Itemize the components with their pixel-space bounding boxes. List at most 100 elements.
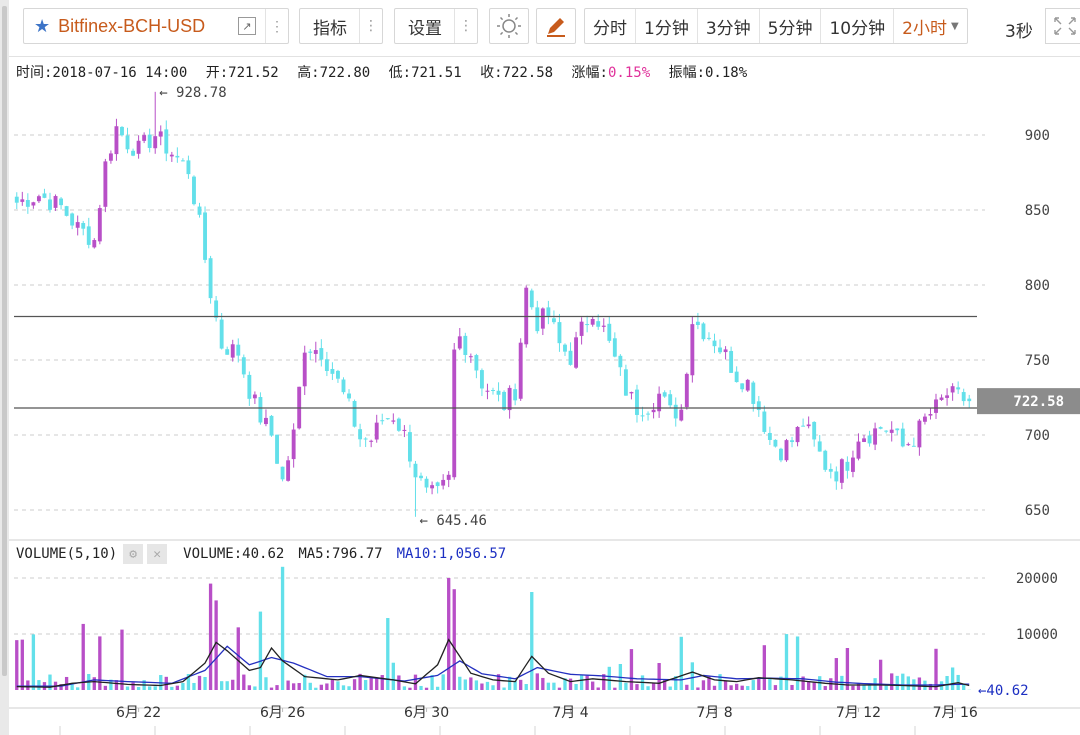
- scrollbar-thumb[interactable]: [2, 6, 7, 676]
- timeframe-fenshi[interactable]: 分时: [585, 9, 636, 43]
- candle-body: [845, 461, 850, 471]
- candle-body: [208, 258, 213, 299]
- candle-body: [164, 129, 169, 154]
- candle-body: [97, 208, 102, 242]
- x-date-label: 6月 26: [260, 705, 305, 721]
- candle-body: [540, 308, 545, 329]
- candle-body: [563, 344, 567, 352]
- volume-bar: [76, 687, 80, 690]
- volume-bar: [148, 686, 152, 690]
- candle-body: [668, 394, 673, 406]
- candle-body: [308, 351, 313, 353]
- left-scrollbar[interactable]: [0, 0, 9, 735]
- volume-bar: [795, 636, 800, 690]
- candle-body: [690, 324, 695, 376]
- volume-bar: [397, 675, 401, 690]
- volume-bar: [862, 684, 866, 690]
- candle-body: [574, 337, 579, 368]
- volume-bar: [834, 658, 838, 690]
- candle-body: [42, 193, 47, 198]
- volume-bar: [208, 583, 213, 690]
- candle-body: [147, 134, 152, 148]
- candle-body: [463, 335, 468, 355]
- price-tick-label: 750: [1025, 353, 1050, 369]
- candle-body: [712, 340, 717, 347]
- candle-body: [900, 428, 905, 447]
- more-icon[interactable]: ⋮: [265, 9, 288, 43]
- volume-bar: [15, 640, 19, 690]
- timeframe-group: 分时 1分钟 3分钟 5分钟 10分钟 2小时 ▼: [584, 8, 968, 44]
- volume-bar: [64, 676, 69, 690]
- volume-bar: [480, 683, 484, 690]
- candle-body: [81, 223, 86, 229]
- fullscreen-button[interactable]: [1045, 8, 1080, 44]
- volume-bar: [729, 685, 733, 690]
- draw-tool-button[interactable]: [536, 8, 576, 44]
- price-tick-label: 650: [1025, 503, 1050, 519]
- symbol-selector[interactable]: ★ Bitfinex-BCH-USD ↗ ⋮: [23, 8, 289, 44]
- volume-bar: [192, 682, 196, 690]
- candle-body: [889, 429, 894, 433]
- volume-bar: [269, 687, 274, 690]
- volume-bar: [441, 674, 445, 690]
- volume-bar: [519, 679, 523, 690]
- volume-bar: [906, 676, 910, 690]
- volume-settings-icon[interactable]: ⚙: [123, 544, 144, 564]
- candle-body: [125, 135, 130, 150]
- volume-bar: [557, 687, 562, 690]
- volume-bar: [491, 685, 495, 690]
- external-link-icon[interactable]: ↗: [238, 17, 256, 35]
- volume-close-icon[interactable]: ✕: [147, 544, 168, 564]
- candle-body: [679, 409, 684, 421]
- volume-bar: [884, 685, 888, 690]
- timeframe-5min[interactable]: 5分钟: [760, 9, 822, 43]
- volume-bar: [419, 685, 423, 690]
- candle-body: [773, 439, 778, 447]
- volume-bar: [48, 674, 52, 690]
- candle-body: [751, 382, 756, 404]
- timeframe-3min[interactable]: 3分钟: [698, 9, 760, 43]
- indicators-button[interactable]: 指标 ⋮: [299, 8, 383, 44]
- dropdown-arrow-icon: ▼: [950, 20, 959, 32]
- volume-bar: [70, 684, 74, 690]
- volume-bar: [530, 592, 534, 690]
- fullscreen-icon: [1054, 17, 1076, 35]
- candle-body: [790, 440, 794, 443]
- candle-body: [75, 222, 80, 228]
- timeframe-2h-dropdown[interactable]: 2小时 ▼: [894, 9, 967, 43]
- timeframe-1min[interactable]: 1分钟: [636, 9, 698, 43]
- candle-body: [319, 348, 324, 360]
- volume-bar: [458, 676, 462, 690]
- settings-button[interactable]: 设置 ⋮: [394, 8, 478, 44]
- timeframe-10min[interactable]: 10分钟: [821, 9, 895, 43]
- indicators-more-icon[interactable]: ⋮: [359, 9, 382, 43]
- volume-bar: [303, 674, 307, 690]
- volume-bar: [291, 683, 296, 690]
- candle-body: [14, 196, 19, 203]
- refresh-interval[interactable]: 3秒: [1005, 22, 1033, 42]
- candle-body: [740, 383, 745, 390]
- candle-body: [701, 323, 706, 340]
- volume-bar: [391, 662, 395, 690]
- candle-body: [557, 322, 562, 344]
- volume-bar: [352, 679, 357, 690]
- info-time: 时间:2018-07-16 14:00: [16, 65, 188, 81]
- volume-bar: [524, 684, 528, 690]
- candle-body: [70, 213, 75, 226]
- star-icon[interactable]: ★: [34, 15, 51, 36]
- candle-body: [86, 226, 91, 245]
- volume-legend: VOLUME(5,10) ⚙ ✕ VOLUME:40.62 MA5:796.77…: [16, 544, 506, 564]
- candle-body: [961, 392, 966, 402]
- volume-bar: [651, 682, 656, 690]
- theme-toggle-button[interactable]: [489, 8, 529, 44]
- candle-body: [424, 478, 429, 488]
- settings-more-icon[interactable]: ⋮: [454, 9, 477, 43]
- candle-body: [507, 387, 512, 411]
- volume-bar: [591, 681, 595, 690]
- volume-bar: [890, 673, 894, 690]
- candle-body: [158, 131, 163, 137]
- x-date-label: 6月 22: [116, 705, 161, 721]
- candle-body: [662, 392, 667, 397]
- candle-body: [496, 390, 501, 395]
